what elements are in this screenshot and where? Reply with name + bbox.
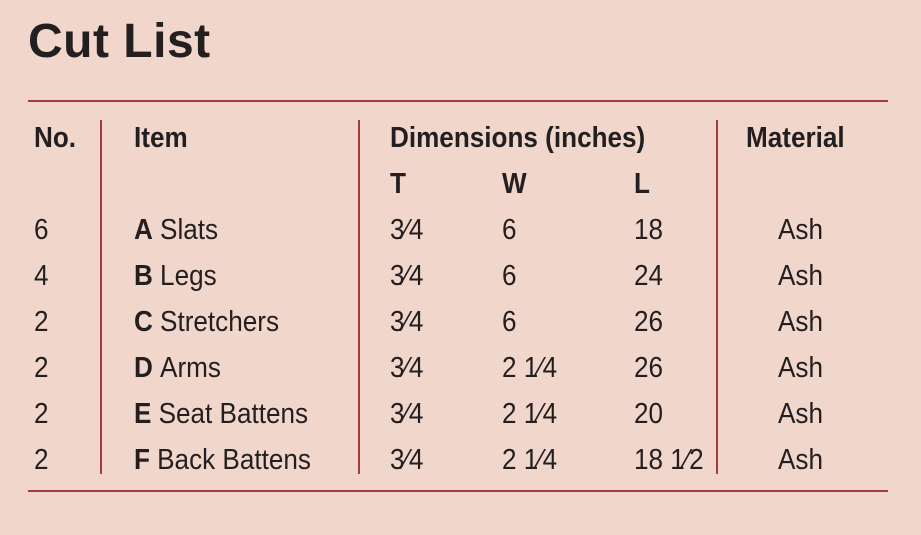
- cell-thickness: 3⁄4: [390, 306, 424, 338]
- cell-length: 24: [634, 260, 664, 292]
- part-name: Stretchers: [160, 306, 280, 338]
- cell-thickness: 3⁄4: [390, 260, 424, 292]
- cell-length: 26: [634, 352, 664, 384]
- cell-length: 18: [634, 214, 664, 246]
- header-item: Item: [134, 122, 188, 154]
- cell-length: 18 1⁄2: [634, 444, 704, 476]
- page-title: Cut List: [28, 15, 211, 68]
- part-letter: F: [134, 444, 150, 476]
- cell-width: 2 1⁄4: [502, 398, 558, 430]
- cell-item: D Arms: [134, 352, 221, 385]
- header-dimensions: Dimensions (inches): [390, 122, 646, 154]
- cell-material: Ash: [778, 352, 823, 384]
- bottom-rule: [28, 490, 888, 492]
- column-divider: [358, 120, 360, 474]
- part-letter: A: [134, 214, 153, 246]
- cell-length: 20: [634, 398, 664, 430]
- cell-thickness: 3⁄4: [390, 444, 424, 476]
- part-name: Legs: [160, 260, 217, 292]
- cell-material: Ash: [778, 444, 823, 476]
- part-name: Slats: [160, 214, 219, 246]
- cell-width: 6: [502, 306, 517, 338]
- column-divider: [716, 120, 718, 474]
- header-w: W: [502, 168, 527, 200]
- column-divider: [100, 120, 102, 474]
- part-letter: B: [134, 260, 153, 292]
- cell-width: 6: [502, 260, 517, 292]
- cell-no: 4: [34, 260, 49, 292]
- part-name: Back Battens: [157, 444, 311, 476]
- cell-no: 2: [34, 444, 49, 476]
- part-letter: D: [134, 352, 153, 384]
- cell-no: 2: [34, 306, 49, 338]
- cell-no: 6: [34, 214, 49, 246]
- cell-thickness: 3⁄4: [390, 214, 424, 246]
- cell-material: Ash: [778, 306, 823, 338]
- cell-width: 2 1⁄4: [502, 444, 558, 476]
- part-letter: C: [134, 306, 153, 338]
- cell-width: 6: [502, 214, 517, 246]
- cell-no: 2: [34, 398, 49, 430]
- header-material: Material: [746, 122, 845, 154]
- cell-item: A Slats: [134, 214, 218, 247]
- cell-material: Ash: [778, 260, 823, 292]
- cell-thickness: 3⁄4: [390, 352, 424, 384]
- cell-item: B Legs: [134, 260, 217, 293]
- cell-item: E Seat Battens: [134, 398, 308, 431]
- top-rule: [28, 100, 888, 102]
- cell-thickness: 3⁄4: [390, 398, 424, 430]
- cell-material: Ash: [778, 398, 823, 430]
- header-t: T: [390, 168, 406, 200]
- cell-width: 2 1⁄4: [502, 352, 558, 384]
- header-l: L: [634, 168, 650, 200]
- header-no: No.: [34, 122, 77, 154]
- part-name: Seat Battens: [158, 398, 309, 430]
- cell-no: 2: [34, 352, 49, 384]
- cell-length: 26: [634, 306, 664, 338]
- cell-item: F Back Battens: [134, 444, 311, 477]
- part-name: Arms: [160, 352, 221, 384]
- part-letter: E: [134, 398, 152, 430]
- cell-item: C Stretchers: [134, 306, 279, 339]
- cell-material: Ash: [778, 214, 823, 246]
